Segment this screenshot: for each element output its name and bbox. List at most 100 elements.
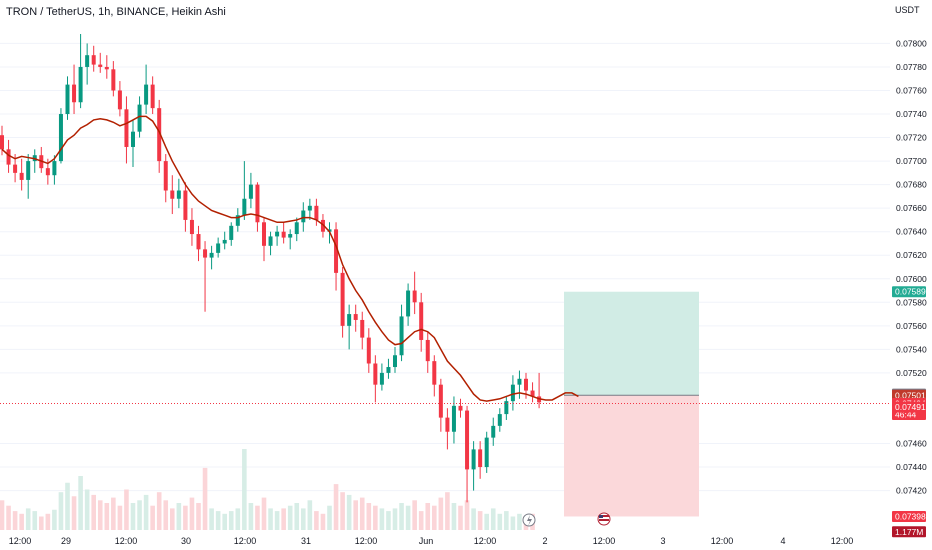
candle — [229, 222, 234, 246]
volume-bar — [418, 511, 424, 530]
y-tick-label: 0.07780 — [896, 62, 927, 72]
candle-body — [307, 205, 312, 211]
candle-body — [268, 236, 273, 246]
candle-body — [406, 290, 411, 317]
candle-body — [163, 161, 168, 191]
x-tick-label: 4 — [780, 536, 785, 546]
flag-stripe — [599, 515, 609, 517]
moving-average-line — [1, 115, 579, 402]
x-tick-label: 3 — [660, 536, 665, 546]
candle-body — [491, 425, 496, 438]
candle — [52, 155, 57, 185]
candle — [517, 370, 522, 399]
candle — [307, 198, 312, 220]
volume-bar — [150, 505, 155, 530]
candle — [379, 363, 384, 391]
x-tick-label: 31 — [301, 536, 311, 546]
candle — [432, 355, 437, 397]
candle-body — [334, 229, 339, 273]
candle-body — [484, 437, 489, 468]
candle-body — [425, 339, 430, 362]
price-tag-label: 0.07491 — [895, 402, 926, 412]
volume-bar — [65, 482, 70, 530]
x-tick-label: 12:00 — [355, 536, 378, 546]
candle-body — [347, 314, 352, 326]
candle — [537, 372, 542, 409]
volume-bar — [176, 503, 182, 530]
candle — [91, 45, 96, 72]
candle-body — [353, 314, 358, 320]
y-tick-label: 0.07420 — [896, 486, 927, 496]
volume-bar — [170, 508, 175, 530]
candle — [294, 217, 299, 242]
candle — [497, 408, 502, 432]
candle — [255, 182, 260, 232]
candle — [170, 175, 175, 215]
volume-bar — [111, 497, 116, 530]
candle — [32, 149, 37, 173]
candle — [510, 375, 515, 411]
volume-bar — [379, 508, 385, 530]
candle-body — [58, 114, 63, 162]
volume-bar — [163, 500, 169, 530]
candle-body — [386, 367, 391, 373]
candle — [445, 408, 450, 450]
candle-body — [111, 69, 116, 91]
volume-bar — [405, 505, 411, 530]
candle-body — [209, 252, 214, 258]
candle — [353, 304, 358, 332]
volume-bar — [78, 476, 83, 530]
x-tick-label: 12:00 — [593, 536, 616, 546]
volume-bar — [209, 508, 214, 530]
volume-bar — [386, 511, 391, 530]
volume-bar — [45, 513, 51, 530]
candle-body — [78, 66, 83, 103]
volume-bar — [346, 494, 352, 530]
candle — [242, 161, 247, 220]
price-tag-bg — [892, 510, 926, 522]
volume-bar — [0, 500, 5, 530]
us-flag-icon — [597, 512, 611, 526]
candle — [209, 245, 214, 270]
candle — [275, 225, 280, 246]
candle — [530, 382, 535, 403]
candle-body — [13, 164, 18, 173]
candle-body — [98, 64, 103, 67]
candle-body — [445, 417, 450, 432]
candle — [26, 154, 31, 199]
candle-body — [314, 205, 319, 220]
volume-bar — [392, 508, 398, 530]
price-tag-bg — [892, 286, 926, 298]
candle — [412, 271, 417, 315]
candle — [104, 55, 109, 79]
candle — [320, 214, 325, 238]
x-tick-label: 2 — [542, 536, 547, 546]
candle-body — [412, 290, 417, 303]
candle — [373, 355, 378, 403]
x-tick-label: 30 — [181, 536, 191, 546]
x-tick-label: 12:00 — [234, 536, 257, 546]
price-tag-bg — [892, 526, 926, 538]
candle — [131, 119, 135, 167]
candle — [203, 241, 208, 312]
volume-bar — [412, 500, 417, 530]
candle — [451, 396, 456, 444]
candle-body — [157, 108, 162, 162]
candle-body — [65, 84, 70, 115]
candle — [458, 398, 463, 418]
candle-body — [262, 222, 266, 246]
candle — [360, 311, 365, 350]
candle — [19, 158, 24, 191]
y-tick-label: 0.07800 — [896, 38, 927, 48]
candle-body — [144, 84, 149, 105]
y-tick-label: 0.07740 — [896, 109, 927, 119]
candle — [222, 231, 227, 250]
candle — [262, 217, 266, 262]
price-tag-label: 0.07589 — [895, 287, 926, 297]
candle-body — [85, 55, 90, 67]
y-tick-label: 0.07600 — [896, 274, 927, 284]
candle-body — [438, 384, 443, 418]
currency-unit-label: USDT — [895, 5, 920, 15]
